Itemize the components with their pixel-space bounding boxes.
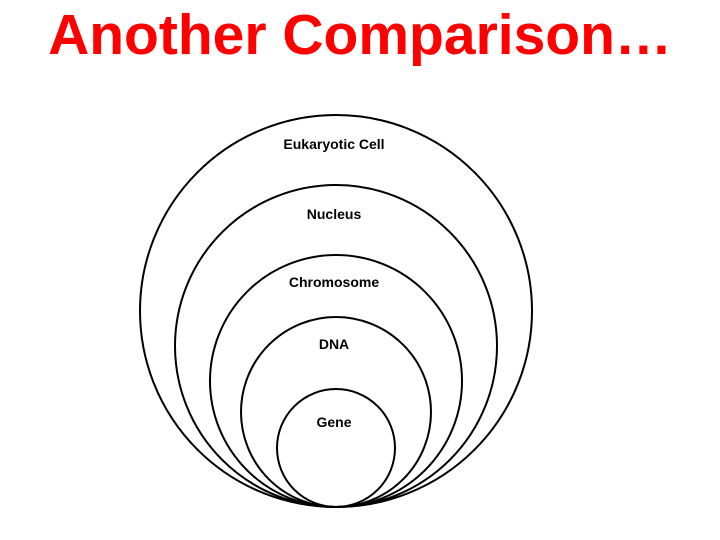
nested-circle-diagram: Eukaryotic Cell Nucleus Chromosome DNA Gene [0,0,720,540]
circle-label-0: Eukaryotic Cell [234,136,434,152]
circle-label-4: Gene [234,414,434,430]
circle-label-3: DNA [234,336,434,352]
circle-label-2: Chromosome [234,274,434,290]
circle-label-1: Nucleus [234,206,434,222]
circle-4 [276,388,396,508]
